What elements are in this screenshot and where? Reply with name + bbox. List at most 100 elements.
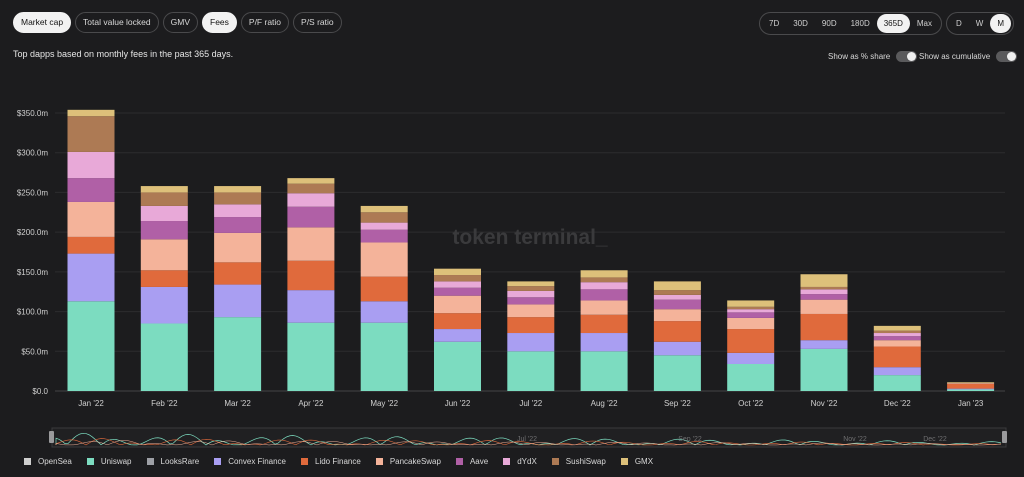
bar-segment[interactable]: [800, 289, 848, 295]
bar-segment[interactable]: [67, 151, 115, 179]
bar-segment[interactable]: [653, 294, 701, 300]
bar-segment[interactable]: [214, 284, 262, 318]
bar-segment[interactable]: [67, 116, 115, 152]
bar-segment[interactable]: [140, 186, 188, 193]
bar-segment[interactable]: [580, 289, 628, 301]
bar-segment[interactable]: [214, 217, 262, 233]
granularity-week[interactable]: W: [975, 19, 984, 28]
bar-segment[interactable]: [360, 205, 408, 213]
bar-segment[interactable]: [580, 282, 628, 290]
bar-segment[interactable]: [507, 290, 555, 298]
bar-segment[interactable]: [287, 178, 335, 184]
tab-gmv[interactable]: GMV: [162, 12, 198, 33]
bar-stack[interactable]: [287, 178, 335, 391]
granularity-day[interactable]: D: [956, 19, 962, 28]
bar-stack[interactable]: [140, 186, 188, 391]
bar-segment[interactable]: [360, 322, 408, 391]
toggle-cumulative[interactable]: Show as cumulative: [919, 51, 1018, 62]
bar-stack[interactable]: [800, 274, 848, 391]
bar-segment[interactable]: [947, 383, 995, 384]
bar-segment[interactable]: [140, 270, 188, 287]
bar-segment[interactable]: [67, 301, 115, 391]
bar-segment[interactable]: [507, 317, 555, 334]
bar-segment[interactable]: [214, 204, 262, 218]
bar-segment[interactable]: [507, 281, 555, 287]
bar-segment[interactable]: [287, 206, 335, 228]
tab-market-cap[interactable]: Market cap: [13, 12, 72, 33]
bar-segment[interactable]: [727, 300, 775, 307]
bar-segment[interactable]: [214, 262, 262, 285]
bar-segment[interactable]: [507, 297, 555, 305]
bar-stack[interactable]: [947, 382, 995, 391]
bar-segment[interactable]: [800, 313, 848, 341]
bar-segment[interactable]: [653, 290, 701, 295]
toggle-percent-share-switch[interactable]: [896, 51, 918, 62]
bar-segment[interactable]: [580, 333, 628, 352]
bar-segment[interactable]: [434, 281, 481, 288]
bar-segment[interactable]: [67, 201, 115, 237]
bar-stack[interactable]: [507, 281, 555, 391]
legend-item[interactable]: Convex Finance: [214, 457, 286, 466]
bar-segment[interactable]: [580, 277, 628, 283]
legend-item[interactable]: LooksRare: [146, 457, 199, 466]
bar-segment[interactable]: [287, 183, 335, 194]
bar-segment[interactable]: [800, 286, 848, 290]
navigator-handle-right[interactable]: [1002, 431, 1007, 443]
bar-segment[interactable]: [287, 227, 335, 261]
bar-segment[interactable]: [653, 281, 701, 291]
bar-segment[interactable]: [287, 260, 335, 291]
bar-segment[interactable]: [873, 346, 921, 368]
bar-segment[interactable]: [800, 294, 848, 300]
legend-item[interactable]: Aave: [455, 457, 488, 466]
bar-segment[interactable]: [140, 192, 188, 206]
bar-segment[interactable]: [67, 236, 115, 254]
bar-segment[interactable]: [140, 239, 188, 271]
bar-segment[interactable]: [580, 270, 628, 278]
tab-ps-ratio[interactable]: P/S ratio: [293, 12, 342, 33]
bar-stack[interactable]: [580, 270, 628, 391]
bar-segment[interactable]: [140, 221, 188, 240]
bar-segment[interactable]: [287, 193, 335, 207]
bar-segment[interactable]: [873, 330, 921, 334]
bar-stack[interactable]: [214, 186, 262, 391]
bar-segment[interactable]: [947, 388, 995, 390]
granularity-month[interactable]: M: [990, 14, 1012, 33]
range-365d[interactable]: 365D: [876, 14, 910, 33]
bar-segment[interactable]: [800, 274, 848, 287]
bar-segment[interactable]: [360, 242, 408, 277]
bar-segment[interactable]: [434, 329, 481, 342]
bar-segment[interactable]: [434, 341, 481, 391]
tab-total-value-locked[interactable]: Total value locked: [75, 12, 159, 33]
bar-segment[interactable]: [800, 299, 848, 314]
legend-item[interactable]: PancakeSwap: [375, 457, 441, 466]
range-max[interactable]: Max: [916, 19, 932, 28]
bar-segment[interactable]: [653, 309, 701, 322]
bar-segment[interactable]: [214, 186, 262, 193]
bar-segment[interactable]: [287, 322, 335, 391]
toggle-percent-share[interactable]: Show as % share: [828, 51, 918, 62]
bar-segment[interactable]: [507, 286, 555, 291]
bar-segment[interactable]: [507, 351, 555, 391]
legend-item[interactable]: Lido Finance: [301, 457, 361, 466]
bar-segment[interactable]: [360, 212, 408, 223]
bar-segment[interactable]: [580, 314, 628, 334]
legend-item[interactable]: GMX: [620, 457, 653, 466]
bar-segment[interactable]: [214, 317, 262, 391]
bar-stack[interactable]: [873, 325, 921, 391]
bar-segment[interactable]: [507, 304, 555, 318]
bar-segment[interactable]: [360, 276, 408, 302]
tab-fees[interactable]: Fees: [202, 12, 237, 33]
bar-segment[interactable]: [800, 340, 848, 349]
bar-segment[interactable]: [653, 341, 701, 356]
bar-segment[interactable]: [434, 275, 481, 282]
bar-segment[interactable]: [580, 300, 628, 315]
bar-segment[interactable]: [727, 317, 775, 330]
bar-segment[interactable]: [947, 383, 995, 389]
bar-segment[interactable]: [67, 109, 115, 117]
bar-segment[interactable]: [67, 253, 115, 302]
bar-segment[interactable]: [214, 192, 262, 205]
legend-item[interactable]: dYdX: [503, 457, 537, 466]
bar-segment[interactable]: [214, 232, 262, 263]
bar-segment[interactable]: [727, 312, 775, 318]
bar-segment[interactable]: [727, 309, 775, 313]
